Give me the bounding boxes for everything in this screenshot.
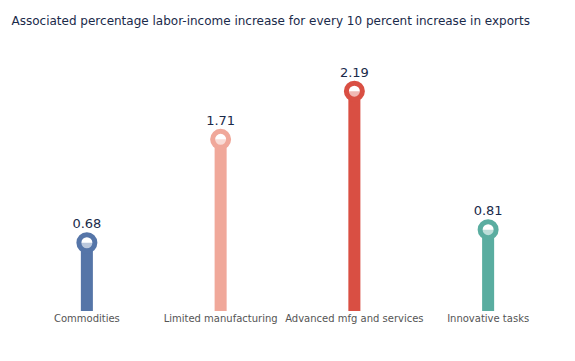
svg-text:Associated percentage labor-in: Associated percentage labor-income incre… [12,14,530,28]
svg-text:0.81: 0.81 [474,203,503,218]
svg-text:Commodities: Commodities [54,313,120,324]
svg-text:Innovative tasks: Innovative tasks [447,313,529,324]
svg-text:Limited manufacturing: Limited manufacturing [164,313,278,324]
svg-text:2.19: 2.19 [340,65,369,80]
svg-text:1.71: 1.71 [206,113,235,128]
svg-text:0.68: 0.68 [72,216,101,231]
svg-text:Advanced mfg and services: Advanced mfg and services [285,313,423,324]
